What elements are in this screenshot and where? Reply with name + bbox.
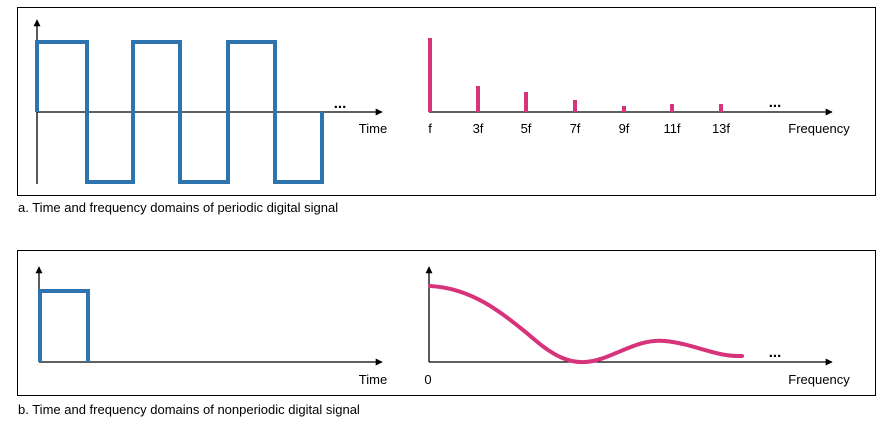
frequency-axis-label-b: Frequency (788, 372, 850, 387)
caption-nonperiodic: b. Time and frequency domains of nonperi… (18, 402, 360, 417)
harmonic-label-11f: 11f (663, 121, 680, 136)
harmonic-bar-13f (719, 104, 723, 112)
periodic-signal-panel (17, 7, 876, 196)
time-axis-label-b: Time (359, 372, 387, 387)
harmonic-label-7f: 7f (570, 121, 581, 136)
frequency-axis-label-a: Frequency (788, 121, 850, 136)
square-wave (35, 40, 324, 184)
harmonic-bar-3f (476, 86, 480, 112)
harmonic-label-f: f (428, 121, 432, 136)
caption-periodic: a. Time and frequency domains of periodi… (18, 200, 339, 215)
continuous-spectrum-curve (428, 284, 744, 365)
frequency-origin-label-b: 0 (424, 372, 431, 387)
frequency-ellipsis-a: ... (769, 94, 782, 111)
nonperiodic-frequency-domain: 0 ... Frequency (424, 266, 850, 387)
harmonic-label-3f: 3f (473, 121, 484, 136)
time-axis-label-a: Time (359, 121, 387, 136)
harmonic-bar-9f (622, 106, 626, 112)
periodic-time-domain: ... Time (33, 19, 387, 184)
time-ellipsis-a: ... (334, 95, 347, 112)
harmonic-bar-f (428, 38, 432, 112)
single-pulse (38, 289, 90, 362)
nonperiodic-signal-panel (17, 250, 876, 396)
periodic-frequency-domain: f 3f 5f 7f 9f 11f 13f ... Frequency (428, 38, 850, 136)
frequency-ellipsis-b: ... (769, 344, 782, 361)
harmonic-label-5f: 5f (521, 121, 532, 136)
harmonic-label-9f: 9f (619, 121, 630, 136)
harmonic-label-13f: 13f (712, 121, 730, 136)
harmonic-bar-11f (670, 104, 674, 112)
nonperiodic-time-domain: Time (35, 266, 387, 387)
harmonic-bar-7f (573, 100, 577, 112)
harmonic-bar-5f (524, 92, 528, 112)
